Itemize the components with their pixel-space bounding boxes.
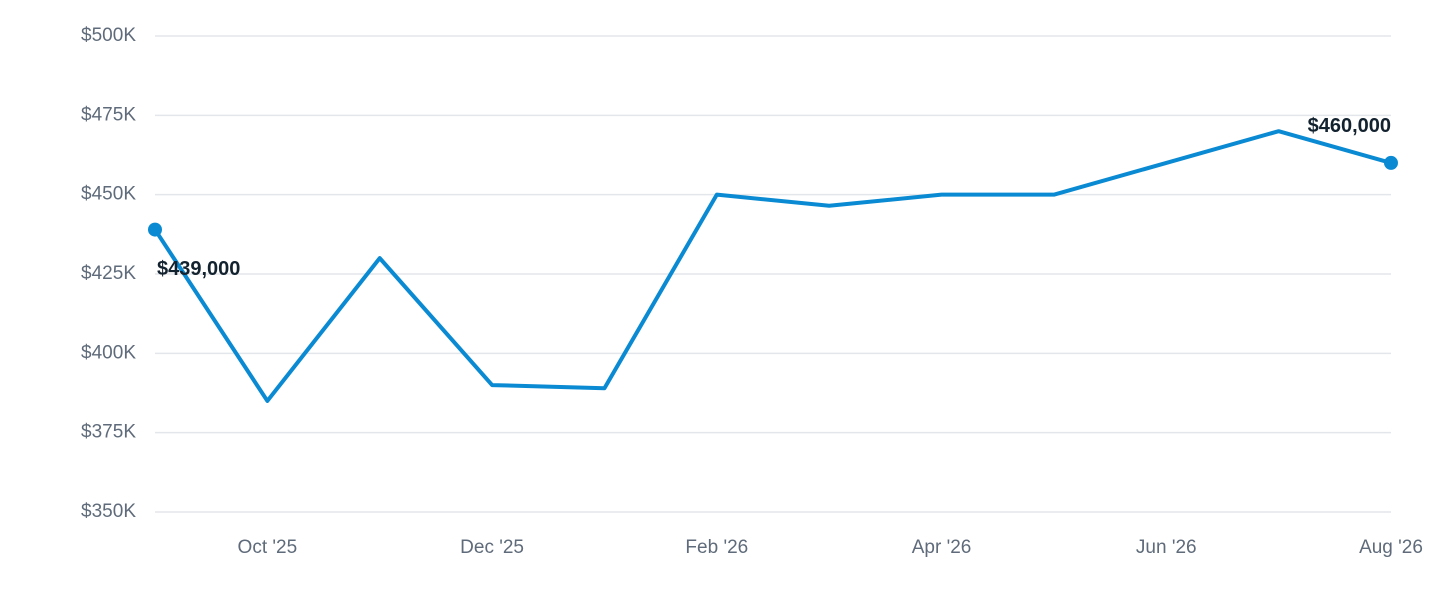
x-tick-label: Oct '25 (238, 537, 298, 558)
line (153, 129, 1392, 403)
y-tick-label: $400K (81, 342, 136, 363)
y-tick-label: $475K (81, 104, 136, 125)
x-tick-label: Aug '26 (1359, 537, 1423, 558)
y-tick-label: $375K (81, 422, 136, 443)
y-tick-label: $450K (81, 184, 136, 205)
x-tick-label: Dec '25 (460, 537, 524, 558)
y-tick-label: $425K (81, 263, 136, 284)
value-label: $460,000 (1308, 115, 1391, 137)
value-label: $439,000 (157, 258, 240, 280)
point-marker (148, 222, 162, 237)
x-tick-label: Apr '26 (912, 537, 972, 558)
y-tick-label: $500K (81, 25, 136, 46)
x-tick-label: Jun '26 (1136, 537, 1197, 558)
x-tick-label: Feb '26 (685, 537, 748, 558)
y-tick-label: $350K (81, 501, 136, 522)
point-marker (1384, 155, 1398, 170)
